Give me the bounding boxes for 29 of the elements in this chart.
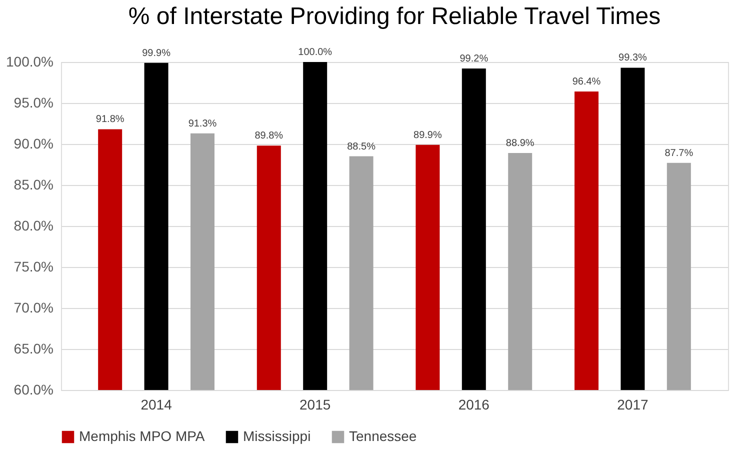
data-label: 88.9% [506, 138, 534, 150]
y-tick-label: 60.0% [14, 382, 54, 398]
data-label: 91.3% [188, 118, 217, 130]
data-label: 99.2% [460, 54, 488, 65]
data-label: 96.4% [572, 76, 601, 88]
y-tick-label: 100.0% [6, 54, 54, 70]
x-tick-label: 2014 [140, 396, 172, 412]
y-tick-label: 65.0% [14, 340, 54, 356]
legend-label: Memphis MPO MPA [79, 428, 206, 444]
y-tick-label: 70.0% [14, 300, 54, 316]
x-tick-label: 2017 [617, 396, 648, 412]
data-label: 100.0% [298, 47, 332, 58]
y-tick-label: 80.0% [14, 218, 54, 234]
data-label: 89.9% [414, 130, 442, 141]
legend-label: Mississippi [243, 428, 311, 444]
y-tick-label: 95.0% [14, 94, 54, 110]
data-label: 91.8% [96, 114, 124, 126]
data-label: 87.7% [664, 148, 694, 159]
y-tick-label: 90.0% [14, 136, 54, 152]
legend-label: Tennessee [349, 428, 417, 444]
data-label: 89.8% [254, 130, 284, 142]
x-tick-label: 2016 [458, 396, 490, 412]
y-tick-label: 75.0% [14, 258, 54, 274]
data-label: 88.5% [347, 141, 376, 152]
data-label: 99.3% [618, 52, 647, 64]
data-label: 99.9% [142, 48, 171, 59]
x-tick-label: 2015 [300, 396, 331, 412]
chart-title: % of Interstate Providing for Reliable Travel Times [128, 3, 661, 30]
y-tick-label: 85.0% [14, 176, 54, 192]
